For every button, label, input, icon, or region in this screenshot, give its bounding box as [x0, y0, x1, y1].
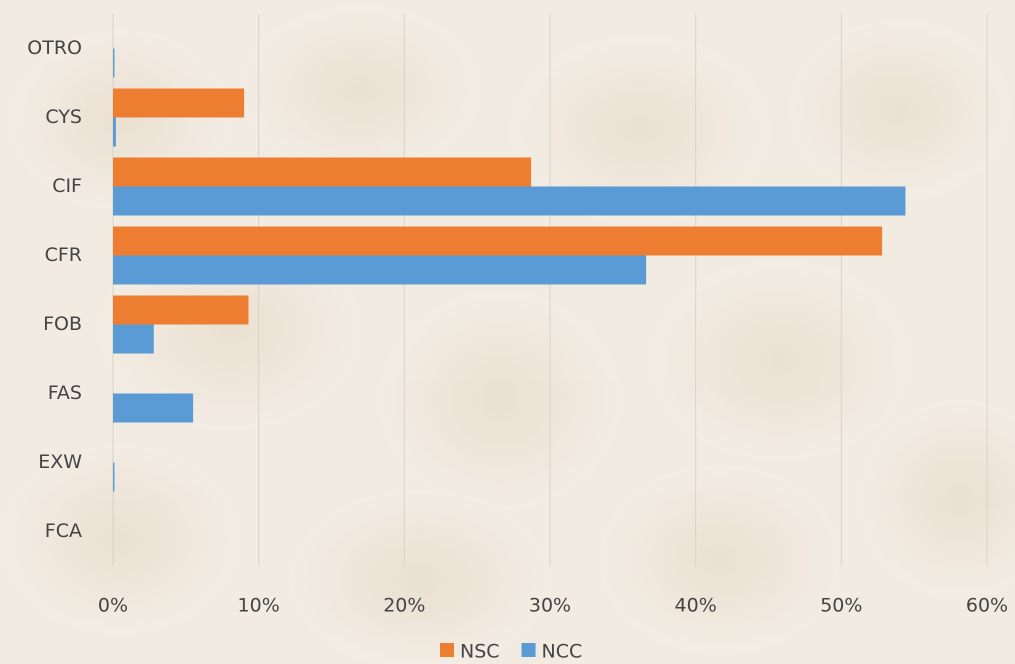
x-tick-label: 30%	[529, 595, 571, 617]
bar	[113, 393, 194, 423]
bar	[113, 324, 154, 354]
bar	[113, 117, 116, 147]
bar	[113, 226, 883, 256]
y-tick-label: CIF	[52, 175, 82, 197]
y-tick-label: FCA	[45, 520, 82, 542]
legend-label: NSC	[460, 641, 500, 663]
bar	[113, 295, 249, 325]
x-tick-label: 10%	[238, 595, 280, 617]
bar	[113, 462, 115, 492]
y-tick-label: OTRO	[27, 37, 82, 59]
y-tick-label: EXW	[38, 451, 82, 473]
bar	[113, 157, 532, 187]
legend-swatch	[521, 643, 536, 657]
y-tick-label: CFR	[45, 244, 82, 266]
legend-label: NCC	[542, 641, 583, 663]
x-tick-label: 60%	[966, 595, 1008, 617]
x-tick-label: 50%	[820, 595, 862, 617]
y-tick-label: FOB	[43, 313, 82, 335]
y-tick-label: CYS	[45, 106, 82, 128]
legend-swatch	[440, 643, 454, 657]
bar	[113, 88, 245, 118]
x-tick-label: 0%	[98, 595, 128, 617]
y-tick-label: FAS	[48, 382, 82, 404]
bar	[113, 186, 906, 216]
x-tick-label: 40%	[675, 595, 717, 617]
bar	[113, 255, 647, 285]
bar	[113, 48, 115, 78]
x-tick-label: 20%	[383, 595, 425, 617]
